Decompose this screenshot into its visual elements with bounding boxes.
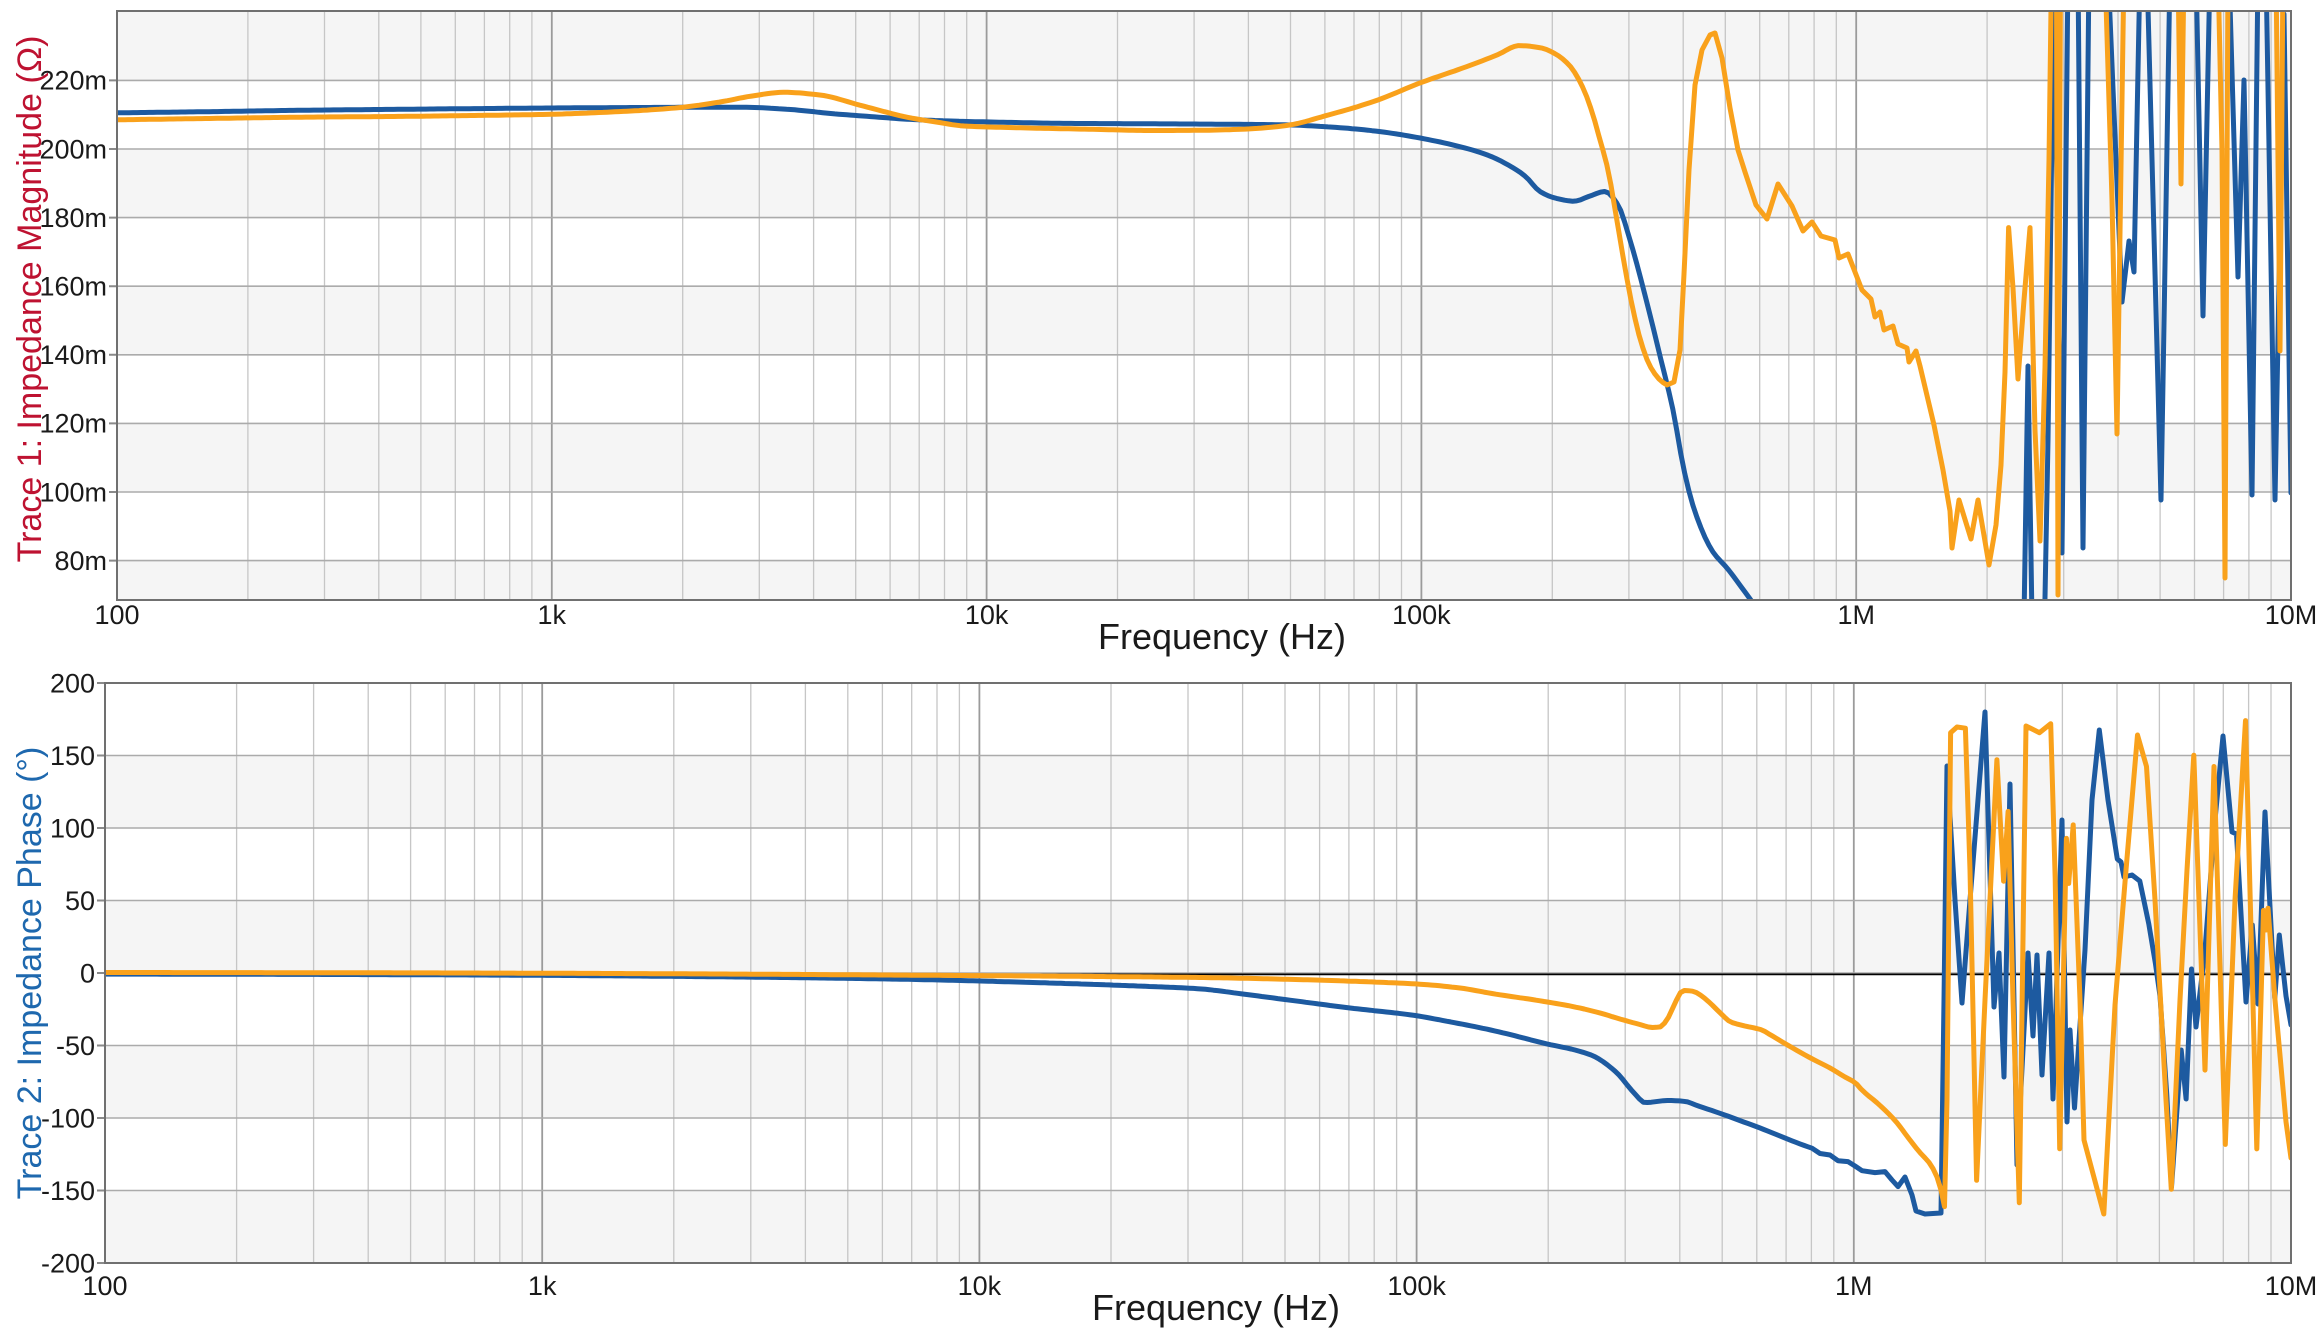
svg-text:150: 150 xyxy=(50,741,95,771)
svg-text:0: 0 xyxy=(80,958,95,988)
svg-text:-50: -50 xyxy=(56,1031,95,1061)
svg-text:100k: 100k xyxy=(1392,600,1451,630)
svg-text:1k: 1k xyxy=(538,600,567,630)
svg-text:80m: 80m xyxy=(54,546,107,576)
svg-text:10M: 10M xyxy=(2265,600,2318,630)
svg-text:100m: 100m xyxy=(39,477,107,507)
svg-text:220m: 220m xyxy=(39,66,107,96)
svg-text:1M: 1M xyxy=(1837,600,1875,630)
svg-text:Trace 1: Impedance Magnitude (: Trace 1: Impedance Magnitude (Ω) xyxy=(11,36,49,563)
svg-text:10k: 10k xyxy=(965,600,1009,630)
svg-text:100: 100 xyxy=(82,1271,127,1301)
svg-text:-100: -100 xyxy=(41,1103,95,1133)
svg-text:-200: -200 xyxy=(41,1248,95,1278)
svg-text:100: 100 xyxy=(94,600,139,630)
svg-text:100k: 100k xyxy=(1387,1271,1446,1301)
svg-text:10M: 10M xyxy=(2265,1271,2318,1301)
svg-text:Frequency (Hz): Frequency (Hz) xyxy=(1098,616,1346,657)
svg-text:10k: 10k xyxy=(958,1271,1002,1301)
svg-text:1M: 1M xyxy=(1835,1271,1873,1301)
svg-text:100: 100 xyxy=(50,813,95,843)
svg-text:120m: 120m xyxy=(39,409,107,439)
svg-text:-150: -150 xyxy=(41,1176,95,1206)
svg-text:160m: 160m xyxy=(39,272,107,302)
svg-text:200m: 200m xyxy=(39,134,107,164)
svg-text:Frequency (Hz): Frequency (Hz) xyxy=(1092,1287,1340,1328)
svg-text:50: 50 xyxy=(65,886,95,916)
svg-text:Trace 2: Impedance Phase (°): Trace 2: Impedance Phase (°) xyxy=(11,747,49,1200)
svg-text:140m: 140m xyxy=(39,340,107,370)
svg-text:200: 200 xyxy=(50,668,95,698)
svg-text:180m: 180m xyxy=(39,203,107,233)
svg-text:1k: 1k xyxy=(528,1271,557,1301)
